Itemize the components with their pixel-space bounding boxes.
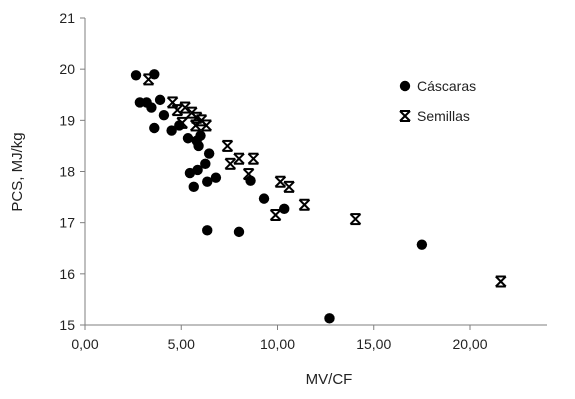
x-tick-label: 20,00	[452, 336, 487, 352]
x-tick-label: 15,00	[356, 336, 391, 352]
data-point	[200, 119, 212, 132]
y-tick-label: 21	[59, 10, 75, 26]
data-point	[202, 225, 213, 236]
data-point	[182, 133, 194, 144]
x-tick-label: 0,00	[71, 336, 98, 352]
data-point	[242, 168, 255, 181]
data-point	[158, 110, 170, 121]
data-point	[495, 275, 507, 288]
y-tick-label: 20	[59, 61, 75, 77]
data-point	[188, 181, 199, 193]
data-point	[233, 152, 245, 165]
marker-stroke	[200, 119, 212, 132]
x-tick-label: 5,00	[168, 336, 195, 352]
data-point	[416, 239, 428, 250]
marker-stroke	[495, 275, 507, 288]
marker-stroke	[274, 176, 287, 188]
data-point	[203, 148, 215, 159]
data-point	[195, 130, 206, 141]
data-point	[258, 193, 270, 204]
data-point	[210, 172, 222, 183]
series-cascaras	[130, 69, 428, 324]
marker-stroke	[179, 101, 191, 114]
data-point	[130, 70, 142, 81]
data-point	[202, 176, 213, 187]
y-tick-label: 16	[59, 266, 75, 282]
marker-stroke	[269, 209, 282, 221]
data-point	[221, 139, 234, 152]
marker-stroke	[224, 158, 237, 170]
y-tick-label: 15	[59, 317, 75, 333]
data-point	[192, 164, 203, 176]
marker-stroke	[233, 153, 245, 165]
legend-label: Semillas	[417, 108, 470, 124]
data-point	[324, 313, 335, 324]
marker-stroke	[298, 199, 311, 211]
marker-stroke	[189, 119, 202, 132]
marker-stroke	[399, 110, 411, 122]
data-point	[200, 158, 211, 170]
marker-stroke	[171, 104, 184, 116]
data-point	[166, 125, 177, 136]
y-tick-label: 17	[59, 215, 75, 231]
data-point	[179, 101, 191, 114]
data-point	[154, 94, 166, 106]
marker-stroke	[142, 73, 155, 86]
y-tick-label: 18	[59, 164, 75, 180]
data-point	[193, 140, 204, 152]
legend-marker-1	[399, 110, 411, 122]
series-semillas	[142, 73, 507, 288]
data-point	[233, 226, 245, 238]
data-point	[247, 152, 260, 165]
marker-stroke	[283, 181, 295, 193]
y-axis-title: PCS, MJ/kg	[9, 132, 26, 211]
marker-stroke	[242, 168, 255, 180]
data-point	[298, 198, 311, 211]
data-point	[146, 102, 157, 113]
x-axis-title: MV/CF	[306, 371, 353, 388]
marker-stroke	[166, 96, 179, 109]
data-point	[149, 122, 160, 134]
axes-layer: 15 16 17 18 19 20 21 0,00 5,00 10,00 15,00 20,00	[59, 10, 547, 352]
data-point	[274, 175, 287, 188]
marker-stroke	[221, 140, 234, 152]
marker-stroke	[349, 213, 362, 225]
points-layer	[130, 69, 507, 324]
legend-label: Cáscaras	[417, 78, 476, 94]
data-point	[269, 208, 282, 221]
legend-marker-0	[399, 80, 411, 92]
data-point	[349, 213, 362, 226]
data-point	[224, 157, 237, 170]
y-tick-label: 19	[59, 112, 75, 128]
marker-stroke	[247, 153, 260, 165]
data-point	[176, 116, 188, 129]
x-tick-label: 10,00	[260, 336, 295, 352]
marker-stroke	[176, 117, 188, 129]
data-point	[279, 203, 290, 215]
legend: Cáscaras Semillas	[399, 78, 476, 124]
data-point	[189, 119, 202, 132]
data-point	[142, 73, 155, 86]
data-point	[283, 180, 295, 193]
